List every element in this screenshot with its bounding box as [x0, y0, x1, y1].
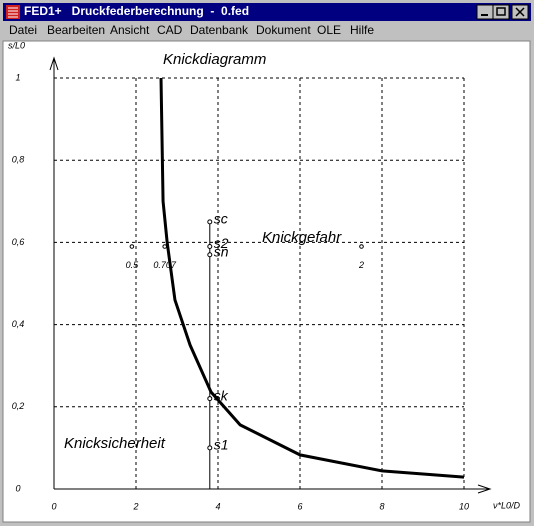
menu-item[interactable]: CAD — [157, 23, 183, 37]
y-axis — [49, 56, 59, 489]
x-tick-label: 10 — [459, 501, 469, 511]
minimize-button[interactable] — [476, 4, 494, 20]
x-tick-label: 2 — [132, 501, 138, 511]
point-marker — [207, 396, 213, 402]
y-tick-label: 0,8 — [12, 155, 25, 165]
menu-item[interactable]: Bearbeiten — [47, 23, 105, 37]
annotation: Knickgefahr — [262, 229, 342, 246]
annotation: Knicksicherheit — [64, 435, 166, 452]
x-tick-label: 4 — [215, 501, 220, 511]
menu-item[interactable]: OLE — [317, 23, 341, 37]
end-marker-label: 2 — [358, 260, 364, 270]
y-tick-label: 1 — [15, 72, 20, 82]
point-marker — [207, 445, 213, 451]
title-bar — [3, 3, 531, 21]
menu-item[interactable]: Dokument — [256, 23, 311, 37]
point-label: sn — [214, 243, 229, 259]
buckling-curve — [159, 77, 465, 479]
x-axis — [54, 484, 492, 494]
menu-item[interactable]: Datenbank — [190, 23, 249, 37]
point-label: s2 — [214, 235, 229, 251]
menu-item[interactable]: Ansicht — [110, 23, 150, 37]
point-marker — [207, 219, 213, 225]
plot: 0 2 4 6 8 10 0 0,2 0,4 0,6 0,8 1 s/L0 ν*L0/D Knickdiag… — [8, 40, 521, 511]
y-tick-label: 0,6 — [12, 237, 25, 247]
end-marker — [162, 244, 167, 249]
y-tick-label: 0,4 — [12, 319, 25, 329]
x-tick-label: 8 — [379, 501, 384, 511]
end-marker-label: 0.707 — [153, 260, 177, 270]
window-buttons — [476, 4, 529, 20]
menu-item[interactable]: Datei — [9, 23, 37, 37]
point-marker — [207, 244, 213, 250]
point-label: sc — [214, 211, 228, 227]
x-tick-label: 6 — [297, 501, 302, 511]
point-label: sk — [214, 387, 229, 403]
x-tick-label: 0 — [51, 501, 56, 511]
end-marker — [129, 244, 135, 249]
y-axis-label: s/L0 — [8, 40, 25, 50]
y-tick-label: 0 — [15, 483, 20, 493]
window-title: FED1+ Druckfederberechnung - 0.fed — [24, 4, 249, 18]
point-label: s1 — [214, 437, 229, 453]
menu-bar: Datei Bearbeiten Ansicht CAD Datenbank Dokume… — [9, 23, 374, 37]
point-marker — [207, 252, 213, 258]
menu-item[interactable]: Hilfe — [350, 23, 374, 37]
app-icon-lines — [8, 7, 18, 18]
chart-title: Knickdiagramm — [163, 51, 266, 68]
maximize-button[interactable] — [492, 4, 510, 20]
y-tick-label: 0,2 — [12, 401, 25, 411]
plot-background — [2, 40, 531, 523]
end-marker — [359, 244, 364, 249]
end-marker-label: 0.5 — [126, 260, 140, 270]
x-axis-label: ν*L0/D — [493, 500, 521, 510]
